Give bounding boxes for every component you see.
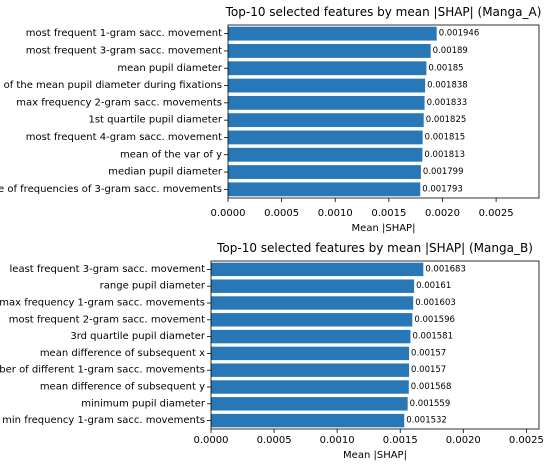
manga-b-x-tick-label: 0.0020 bbox=[446, 435, 481, 446]
manga-a-bar bbox=[228, 113, 424, 128]
manga-b-x-tick-label: 0.0025 bbox=[509, 435, 544, 446]
manga-a-value-label: 0.001815 bbox=[425, 132, 466, 142]
manga-a-bar bbox=[228, 165, 421, 179]
manga-a-y-tick-label: range of frequencies of 3-gram sacc. mov… bbox=[0, 184, 222, 195]
manga-a-bar bbox=[228, 147, 423, 162]
manga-b-y-tick-label: minimum pupil diameter bbox=[81, 398, 206, 409]
manga-b-bar bbox=[211, 262, 424, 277]
manga-b-x-tick-label: 0.0015 bbox=[383, 435, 418, 446]
manga-b-bar bbox=[211, 363, 410, 377]
manga-b-value-label: 0.00161 bbox=[416, 281, 451, 291]
manga-b-x-tick-label: 0.0005 bbox=[257, 435, 292, 446]
manga-b-y-tick-label: least frequent 3-gram sacc. movement bbox=[10, 264, 206, 275]
manga-a-y-tick-label: most frequent 1-gram sacc. movement bbox=[26, 28, 222, 39]
manga-a-x-tick-label: 0.0020 bbox=[425, 208, 460, 219]
manga-a-y-tick-label: median pupil diameter bbox=[108, 167, 223, 178]
manga-a-chart-title: Top-10 selected features by mean |SHAP| … bbox=[225, 5, 542, 19]
manga-b-y-tick-label: max frequency 1-gram sacc. movements bbox=[0, 298, 205, 309]
manga-b-value-label: 0.001603 bbox=[415, 298, 456, 308]
manga-b-x-tick-label: 0.0010 bbox=[320, 435, 355, 446]
manga-a-bar bbox=[228, 44, 431, 58]
manga-a-value-label: 0.001799 bbox=[423, 167, 464, 177]
manga-b-value-label: 0.00157 bbox=[411, 348, 446, 358]
manga-a-value-label: 0.00185 bbox=[428, 63, 463, 73]
manga-a-x-axis-label: Mean |SHAP| bbox=[352, 223, 416, 234]
manga-a-x-tick-label: 0.0010 bbox=[318, 208, 353, 219]
manga-a-value-label: 0.001833 bbox=[427, 98, 468, 108]
manga-a-y-tick-label: mean of the mean pupil diameter during f… bbox=[0, 80, 222, 91]
manga-b-y-tick-label: 3rd quartile pupil diameter bbox=[70, 331, 206, 342]
manga-b-axes-frame bbox=[210, 260, 540, 430]
manga-b-bar bbox=[211, 346, 410, 361]
manga-b-value-label: 0.001559 bbox=[410, 399, 451, 409]
manga-a-x-tick-label: 0.0015 bbox=[371, 208, 406, 219]
manga-b-x-tick-label: 0.0000 bbox=[194, 435, 229, 446]
manga-b-y-tick-label: most frequent 2-gram sacc. movement bbox=[9, 314, 205, 325]
manga-b-bar bbox=[211, 380, 409, 394]
manga-a-y-tick-label: most frequent 3-gram sacc. movement bbox=[26, 45, 222, 56]
manga-a-bar bbox=[228, 61, 427, 76]
manga-b-y-tick-label: mean difference of subsequent y bbox=[40, 382, 205, 393]
manga-a-x-tick-label: 0.0025 bbox=[479, 208, 514, 219]
manga-b-y-tick-label: min frequency 1-gram sacc. movements bbox=[2, 415, 205, 426]
manga-b-value-label: 0.001683 bbox=[425, 264, 466, 274]
manga-a-y-tick-label: mean pupil diameter bbox=[117, 63, 223, 74]
manga-b-value-label: 0.00157 bbox=[411, 365, 446, 375]
manga-a-value-label: 0.001838 bbox=[427, 81, 468, 91]
manga-a-y-tick-label: 1st quartile pupil diameter bbox=[88, 115, 222, 126]
manga-b-x-axis-label: Mean |SHAP| bbox=[343, 450, 407, 461]
manga-a-value-label: 0.00189 bbox=[433, 46, 468, 56]
manga-b-value-label: 0.001568 bbox=[411, 382, 452, 392]
manga-a-value-label: 0.001946 bbox=[439, 29, 480, 39]
manga-b-bar bbox=[211, 329, 411, 344]
manga-a-y-tick-label: mean of the var of y bbox=[120, 149, 222, 160]
manga-a-bar bbox=[228, 130, 423, 145]
manga-a-bar bbox=[228, 26, 437, 41]
manga-b-bar bbox=[211, 279, 415, 293]
manga-b-chart-title: Top-10 selected features by mean |SHAP| … bbox=[216, 241, 533, 255]
manga-a-value-label: 0.001813 bbox=[424, 150, 465, 160]
manga-a-axes-frame bbox=[227, 24, 540, 199]
manga-b-value-label: 0.001596 bbox=[414, 315, 455, 325]
manga-a-value-label: 0.001825 bbox=[426, 115, 467, 125]
manga-a-x-tick-label: 0.0005 bbox=[264, 208, 299, 219]
manga-b-y-tick-label: range pupil diameter bbox=[100, 281, 206, 292]
manga-a-y-tick-label: most frequent 4-gram sacc. movement bbox=[26, 132, 222, 143]
manga-a-value-label: 0.001793 bbox=[422, 184, 463, 194]
manga-b-bar bbox=[211, 413, 405, 428]
manga-b-y-tick-label: number of different 1-gram sacc. movemen… bbox=[0, 365, 205, 376]
manga-a-bar bbox=[228, 182, 421, 197]
manga-a-bar bbox=[228, 95, 425, 110]
manga-a-y-tick-label: max frequency 2-gram sacc. movements bbox=[16, 97, 222, 108]
manga-b-bar bbox=[211, 397, 408, 411]
manga-b-bar bbox=[211, 313, 413, 327]
manga-b-value-label: 0.001581 bbox=[412, 332, 453, 342]
manga-b-bar bbox=[211, 296, 414, 310]
manga-a-x-tick-label: 0.0000 bbox=[211, 208, 246, 219]
manga-a-bar bbox=[228, 78, 426, 93]
manga-b-value-label: 0.001532 bbox=[406, 416, 447, 426]
manga-b-y-tick-label: mean difference of subsequent x bbox=[40, 348, 205, 359]
